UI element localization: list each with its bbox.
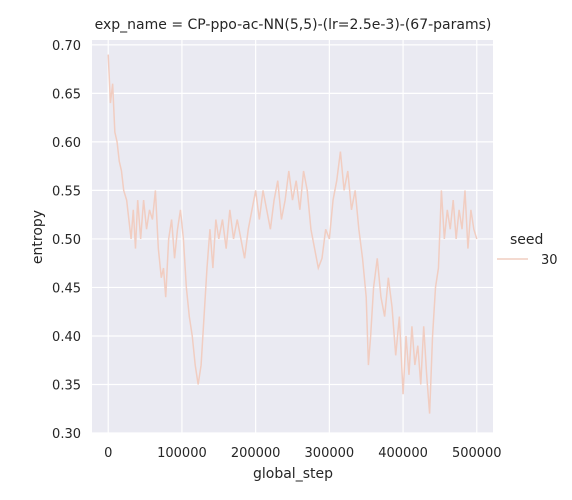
y-tick-labels: 0.30 0.35 0.40 0.45 0.50 0.55 0.60 0.65 0.70	[52, 39, 81, 442]
chart-title: exp_name = CP-ppo-ac-NN(5,5)-(lr=2.5e-3)…	[95, 17, 492, 33]
x-tick-label: 500000	[452, 446, 502, 461]
legend: seed 30	[497, 232, 558, 268]
x-tick-labels: 0 100000 200000 300000 400000 500000	[104, 446, 502, 461]
y-tick-label: 0.35	[52, 378, 81, 393]
y-tick-label: 0.60	[52, 136, 81, 151]
y-axis-label: entropy	[30, 210, 46, 264]
y-tick-label: 0.45	[52, 281, 81, 296]
x-axis-label: global_step	[253, 466, 333, 482]
plot-background	[92, 40, 493, 433]
legend-label-30: 30	[541, 253, 558, 268]
series-line-30	[107, 54, 478, 414]
y-tick-label: 0.30	[52, 427, 81, 442]
x-tick-label: 400000	[378, 446, 428, 461]
x-tick-label: 300000	[305, 446, 355, 461]
y-tick-label: 0.65	[52, 87, 81, 102]
x-tick-label: 200000	[231, 446, 281, 461]
y-tick-label: 0.40	[52, 330, 81, 345]
y-tick-label: 0.55	[52, 184, 81, 199]
x-tick-label: 100000	[157, 446, 207, 461]
legend-title: seed	[510, 232, 543, 248]
x-tick-label: 0	[104, 446, 112, 461]
y-tick-label: 0.50	[52, 233, 81, 248]
y-tick-label: 0.70	[52, 39, 81, 54]
